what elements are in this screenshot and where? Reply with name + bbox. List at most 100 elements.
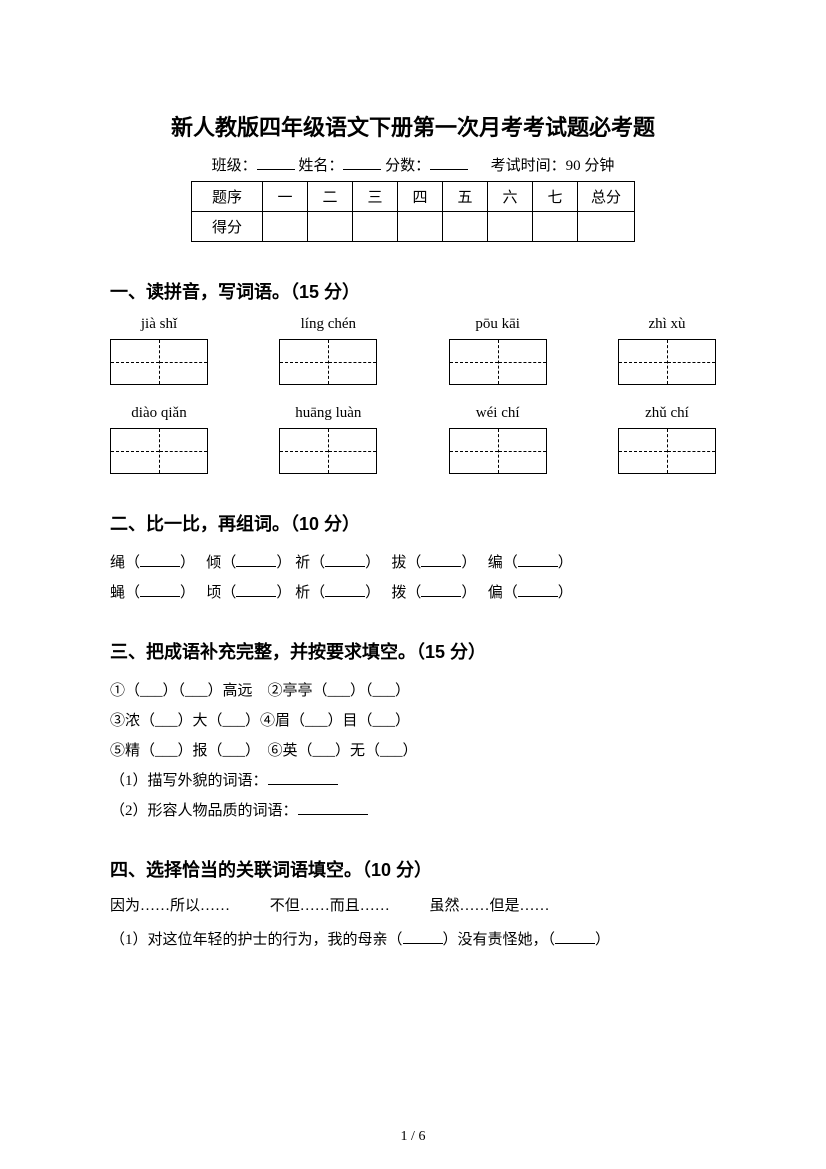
page-current: 1: [401, 1129, 408, 1144]
blank[interactable]: [236, 551, 276, 567]
option: 虽然……但是……: [430, 894, 550, 915]
score-cell[interactable]: [398, 212, 443, 242]
score-cell[interactable]: [533, 212, 578, 242]
blank[interactable]: [236, 581, 276, 597]
char: 倾: [206, 555, 221, 571]
section3-line: ⑤精（___）报（___） ⑥英（___）无（___）: [110, 736, 716, 766]
char: 蝇: [110, 585, 125, 601]
answer-box[interactable]: [110, 339, 208, 385]
section3-line: ①（___）（___）高远 ②亭亭（___）（___）: [110, 676, 716, 706]
pinyin-label: zhì xù: [618, 316, 716, 333]
blank[interactable]: [518, 551, 558, 567]
option: 不但……而且……: [270, 894, 390, 915]
answer-box[interactable]: [279, 428, 377, 474]
blank[interactable]: [403, 928, 443, 944]
section3-q2: （2）形容人物品质的词语：: [110, 796, 716, 826]
score-label: 分数：: [385, 154, 430, 175]
col-head: 一: [263, 182, 308, 212]
name-label: 姓名：: [298, 154, 343, 175]
blank[interactable]: [140, 551, 180, 567]
char: 编: [488, 555, 503, 571]
section2-line2: 蝇（） 顷（） 析（） 拨（） 偏（）: [110, 578, 716, 608]
pinyin-row-2: diào qiǎn huāng luàn wéi chí zhǔ chí: [110, 405, 716, 474]
class-blank[interactable]: [257, 154, 295, 170]
section4-line1: （1）对这位年轻的护士的行为，我的母亲（）没有责怪她，（）: [110, 925, 716, 955]
section4-options: 因为……所以…… 不但……而且…… 虽然……但是……: [110, 894, 716, 915]
score-blank[interactable]: [430, 154, 468, 170]
section3-line: ③浓（___）大（___）④眉（___）目（___）: [110, 706, 716, 736]
pinyin-item: huāng luàn: [279, 405, 377, 474]
col-head: 四: [398, 182, 443, 212]
pinyin-item: jià shǐ: [110, 316, 208, 385]
q2-label: （2）形容人物品质的词语：: [110, 803, 298, 819]
meta-line: 班级： 姓名： 分数： 考试时间：90 分钟: [110, 154, 716, 175]
char: 绳: [110, 555, 125, 571]
page: 新人教版四年级语文下册第一次月考考试题必考题 班级： 姓名： 分数： 考试时间：…: [0, 0, 826, 1169]
blank[interactable]: [421, 581, 461, 597]
pinyin-label: zhǔ chí: [618, 405, 716, 422]
pinyin-label: diào qiǎn: [110, 405, 208, 422]
section1-heading: 一、读拼音，写词语。（15 分）: [110, 278, 716, 304]
score-table: 题序 一 二 三 四 五 六 七 总分 得分: [191, 181, 635, 242]
option: 因为……所以……: [110, 894, 230, 915]
blank[interactable]: [518, 581, 558, 597]
name-blank[interactable]: [343, 154, 381, 170]
pinyin-item: líng chén: [279, 316, 377, 385]
score-cell[interactable]: [443, 212, 488, 242]
pinyin-label: jià shǐ: [110, 316, 208, 333]
pinyin-item: wéi chí: [449, 405, 547, 474]
score-cell[interactable]: [308, 212, 353, 242]
table-row: 题序 一 二 三 四 五 六 七 总分: [192, 182, 635, 212]
table-row: 得分: [192, 212, 635, 242]
answer-box[interactable]: [110, 428, 208, 474]
blank[interactable]: [298, 799, 368, 815]
col-head: 三: [353, 182, 398, 212]
text: ）: [595, 932, 610, 948]
row2-label: 得分: [192, 212, 263, 242]
section3-q1: （1）描写外貌的词语：: [110, 766, 716, 796]
section3-heading: 三、把成语补充完整，并按要求填空。（15 分）: [110, 638, 716, 664]
blank[interactable]: [555, 928, 595, 944]
answer-box[interactable]: [618, 339, 716, 385]
blank[interactable]: [325, 581, 365, 597]
blank[interactable]: [268, 769, 338, 785]
page-sep: /: [408, 1129, 419, 1144]
pinyin-item: pōu kāi: [449, 316, 547, 385]
page-total: 6: [418, 1129, 425, 1144]
col-head: 二: [308, 182, 353, 212]
col-head: 七: [533, 182, 578, 212]
col-head: 总分: [578, 182, 635, 212]
char: 析: [295, 585, 310, 601]
answer-box[interactable]: [449, 428, 547, 474]
col-head: 五: [443, 182, 488, 212]
pinyin-label: wéi chí: [449, 405, 547, 422]
q1-label: （1）描写外貌的词语：: [110, 773, 268, 789]
page-number: 1 / 6: [0, 1129, 826, 1145]
answer-box[interactable]: [449, 339, 547, 385]
pinyin-item: zhǔ chí: [618, 405, 716, 474]
score-cell[interactable]: [263, 212, 308, 242]
pinyin-label: líng chén: [279, 316, 377, 333]
score-cell[interactable]: [488, 212, 533, 242]
blank[interactable]: [421, 551, 461, 567]
score-cell[interactable]: [353, 212, 398, 242]
pinyin-label: huāng luàn: [279, 405, 377, 422]
pinyin-label: pōu kāi: [449, 316, 547, 333]
blank[interactable]: [140, 581, 180, 597]
char: 拔: [391, 555, 406, 571]
exam-title: 新人教版四年级语文下册第一次月考考试题必考题: [110, 110, 716, 142]
blank[interactable]: [325, 551, 365, 567]
answer-box[interactable]: [279, 339, 377, 385]
text: ）没有责怪她，（: [443, 932, 556, 948]
section2-line1: 绳（） 倾（） 祈（） 拔（） 编（）: [110, 548, 716, 578]
pinyin-item: zhì xù: [618, 316, 716, 385]
score-cell[interactable]: [578, 212, 635, 242]
section2-heading: 二、比一比，再组词。（10 分）: [110, 510, 716, 536]
pinyin-item: diào qiǎn: [110, 405, 208, 474]
pinyin-row-1: jià shǐ líng chén pōu kāi zhì xù: [110, 316, 716, 385]
char: 顷: [206, 585, 221, 601]
col-head: 六: [488, 182, 533, 212]
char: 偏: [488, 585, 503, 601]
answer-box[interactable]: [618, 428, 716, 474]
class-label: 班级：: [212, 154, 257, 175]
